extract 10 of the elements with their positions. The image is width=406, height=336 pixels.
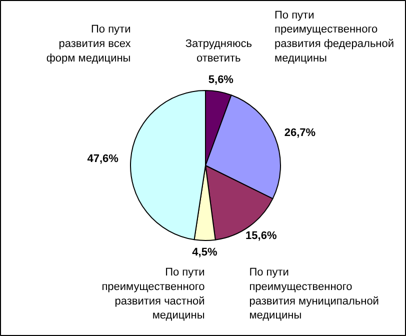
slice-label: По пути развития всех форм медицины: [46, 24, 132, 64]
data-label: 47,6%: [87, 152, 119, 165]
data-label: 26,7%: [284, 127, 316, 140]
data-label: 5,6%: [208, 74, 234, 86]
slice-label: По пути преимущественного развития муниципальной медицины: [249, 266, 379, 322]
data-label: 4,5%: [192, 246, 218, 258]
data-label: 15,6%: [246, 230, 277, 242]
slice-label: По пути преимущественного развития частной медицины: [102, 266, 205, 322]
slice-label: По пути преимущественного развития федеральной медицины: [274, 9, 394, 64]
slice-label: Затрудняюсь ответить: [185, 38, 252, 64]
